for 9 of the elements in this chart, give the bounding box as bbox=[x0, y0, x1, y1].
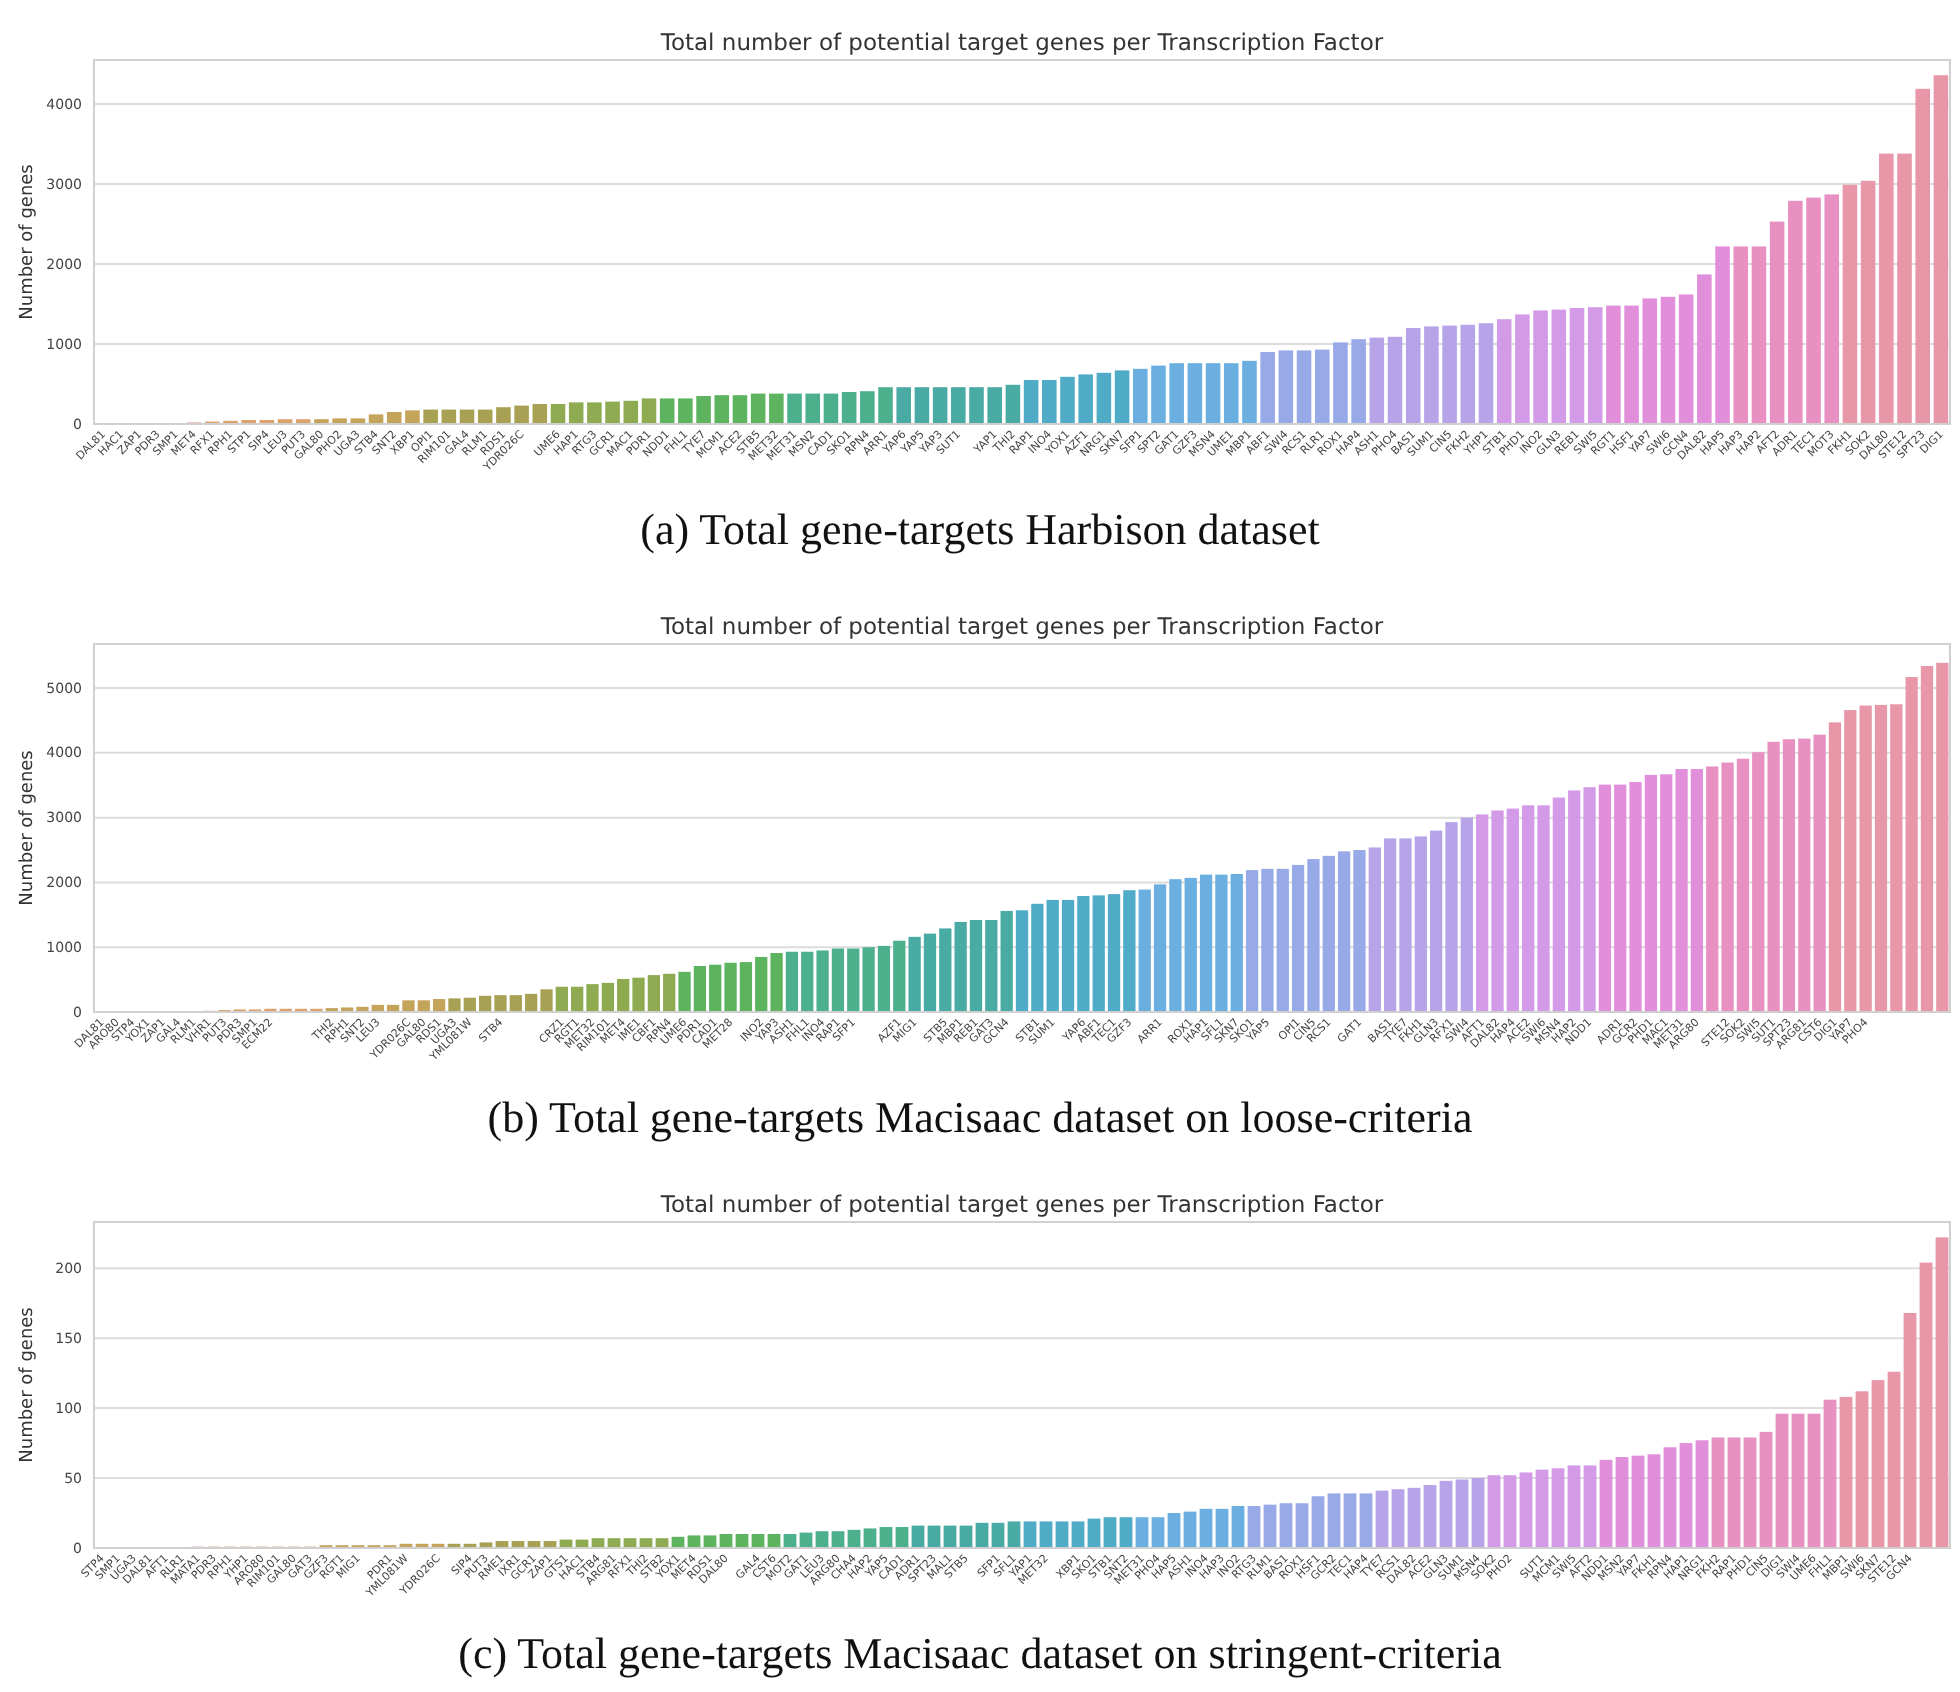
y-axis-title: Number of genes bbox=[18, 163, 38, 320]
chart-title: Total number of potential target genes per Transcription Factor bbox=[658, 28, 1384, 56]
chart-title: Total number of potential target genes per Transcription Factor bbox=[658, 612, 1384, 640]
chart-title: Total number of potential target genes per Transcription Factor bbox=[658, 1190, 1384, 1218]
text: (b) Total gene-targets Macisaac dataset on loose-criteria bbox=[487, 1092, 1473, 1142]
text: (a) Total gene-targets Harbison dataset bbox=[640, 504, 1320, 554]
text: (c) Total gene-targets Macisaac dataset on stringent-criteria bbox=[458, 1628, 1503, 1678]
y-axis-title: Number of genes bbox=[18, 1306, 38, 1463]
y-axis-title: Number of genes bbox=[18, 749, 38, 906]
